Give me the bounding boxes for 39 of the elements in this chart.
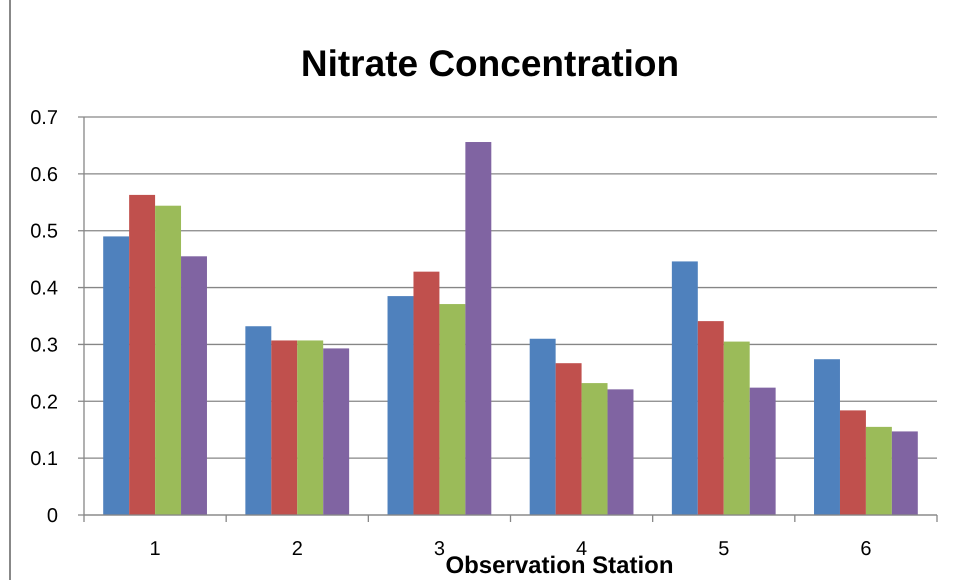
bar — [556, 363, 582, 515]
bar — [608, 389, 634, 515]
bar — [103, 236, 130, 515]
bar — [413, 272, 440, 515]
y-tick-label: 0.4 — [30, 278, 58, 300]
bar — [181, 256, 207, 515]
bar — [698, 321, 724, 515]
bar — [866, 426, 892, 515]
x-tick-label: 1 — [150, 538, 161, 560]
chart-title: Nitrate Concentration — [300, 43, 680, 84]
bar — [245, 326, 272, 515]
y-tick-label: 0.3 — [30, 334, 58, 356]
bar — [271, 340, 298, 515]
y-tick-label: 0.2 — [30, 391, 58, 414]
x-tick-label: 2 — [292, 538, 303, 560]
x-tick-label: 3 — [434, 538, 445, 560]
bar — [465, 142, 492, 515]
bar — [297, 340, 324, 515]
bar — [750, 388, 776, 515]
y-tick-label: 0.7 — [30, 107, 58, 129]
bar — [439, 304, 466, 515]
y-tick-label: 0 — [46, 505, 58, 527]
x-tick-label: 5 — [718, 538, 730, 560]
y-tick-label: 0.6 — [30, 164, 58, 186]
bar — [129, 194, 156, 515]
bar — [155, 206, 182, 515]
bar — [388, 296, 414, 515]
y-tick-label: 0.1 — [30, 448, 58, 470]
bar — [892, 431, 918, 515]
x-tick-label: 4 — [576, 538, 588, 560]
bar — [724, 342, 750, 515]
bar — [530, 338, 556, 515]
bar — [323, 348, 350, 515]
x-tick-label: 6 — [860, 538, 872, 560]
bar — [672, 261, 698, 515]
y-tick-label: 0.5 — [30, 220, 58, 243]
bar — [582, 383, 608, 515]
bar — [814, 359, 840, 515]
bar — [840, 410, 866, 515]
